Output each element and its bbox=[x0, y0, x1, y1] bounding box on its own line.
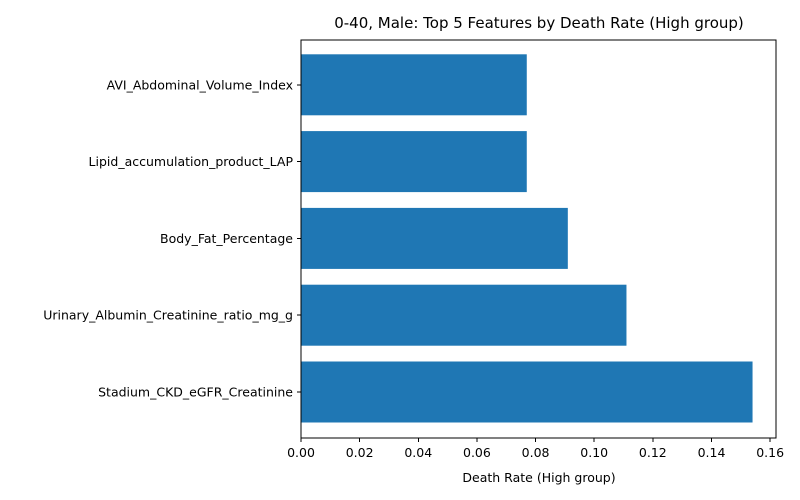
y-tick-label: Body_Fat_Percentage bbox=[160, 231, 293, 246]
x-tick-label: 0.00 bbox=[287, 445, 315, 460]
x-tick-label: 0.02 bbox=[346, 445, 374, 460]
y-tick-label: Lipid_accumulation_product_LAP bbox=[89, 154, 294, 169]
x-tick-label: 0.10 bbox=[580, 445, 608, 460]
axes-layer: Stadium_CKD_eGFR_Creatinine Urinary_Album… bbox=[43, 39, 784, 460]
x-tick-label: 0.04 bbox=[404, 445, 432, 460]
x-tick-label: 0.12 bbox=[639, 445, 667, 460]
x-tick-label: 0.06 bbox=[463, 445, 491, 460]
x-tick-label: 0.16 bbox=[756, 445, 784, 460]
x-axis-label: Death Rate (High group) bbox=[462, 470, 615, 485]
bar-AVI_Abdominal_Volume_Index bbox=[301, 54, 527, 116]
x-tick-label: 0.14 bbox=[698, 445, 726, 460]
chart-title: 0-40, Male: Top 5 Features by Death Rate… bbox=[334, 14, 744, 32]
bar-Body_Fat_Percentage bbox=[301, 207, 568, 269]
y-tick-label: Urinary_Albumin_Creatinine_ratio_mg_g bbox=[43, 308, 293, 323]
bar-Stadium_CKD_eGFR_Creatinine bbox=[301, 361, 753, 423]
plot-frame bbox=[300, 39, 777, 439]
bar-Lipid_accumulation_product_LAP bbox=[301, 131, 527, 193]
x-tick-label: 0.08 bbox=[522, 445, 550, 460]
y-tick-label: Stadium_CKD_eGFR_Creatinine bbox=[98, 385, 293, 400]
y-tick-label: AVI_Abdominal_Volume_Index bbox=[107, 77, 293, 92]
bar-Urinary_Albumin_Creatinine_ratio_mg_g bbox=[301, 284, 627, 346]
bars-layer bbox=[301, 54, 753, 423]
